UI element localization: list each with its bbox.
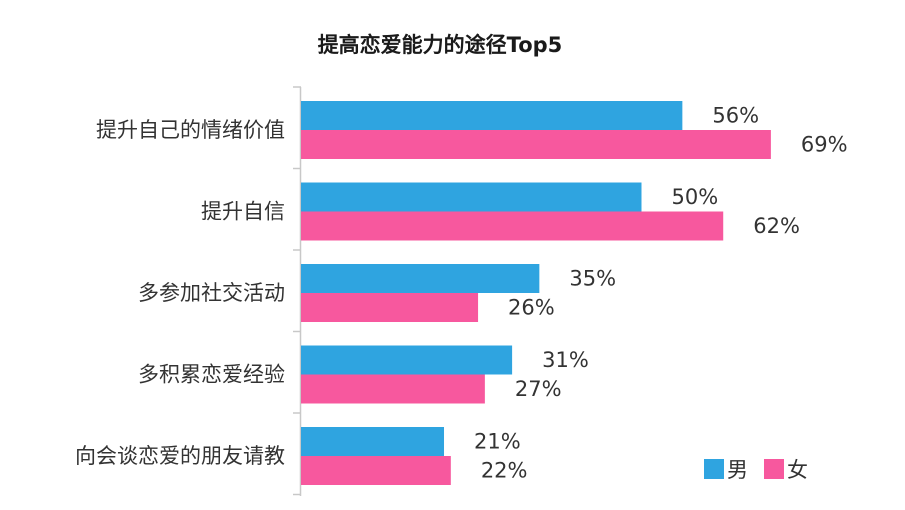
data-label: 69% xyxy=(801,133,848,157)
bar-female xyxy=(301,374,485,404)
bar-male xyxy=(301,101,683,130)
data-label: 56% xyxy=(712,104,759,128)
legend-swatch xyxy=(764,459,784,479)
y-axis xyxy=(293,86,302,496)
legend: 男女 xyxy=(704,458,808,482)
data-label: 21% xyxy=(474,430,521,454)
bar-female xyxy=(301,130,771,159)
bar-male xyxy=(301,345,513,375)
category-label: 提升自信 xyxy=(201,200,285,224)
bar-male xyxy=(301,182,642,212)
category-label: 多积累恋爱经验 xyxy=(138,363,285,387)
legend-swatch xyxy=(704,459,724,479)
category-label: 提升自己的情绪价值 xyxy=(96,118,285,142)
data-label: 27% xyxy=(515,377,562,401)
category-label: 向会谈恋爱的朋友请教 xyxy=(75,444,285,468)
value-labels-group: 56% 69% 50% 62% 35% 26% 31% 27% 21% 22% xyxy=(474,104,848,483)
data-label: 31% xyxy=(542,348,589,372)
bar-male xyxy=(301,264,540,293)
data-label: 62% xyxy=(753,214,800,238)
bars-group xyxy=(301,101,771,485)
bar-female xyxy=(301,211,724,241)
bar-female xyxy=(301,456,451,485)
data-label: 26% xyxy=(508,296,555,320)
data-label: 50% xyxy=(672,185,719,209)
legend-label: 男 xyxy=(727,458,748,482)
bar-male xyxy=(301,427,445,456)
data-label: 22% xyxy=(481,459,528,483)
chart-title: 提高恋爱能力的途径Top5 xyxy=(318,33,563,57)
legend-label: 女 xyxy=(787,458,808,482)
data-label: 35% xyxy=(569,267,616,291)
category-label: 多参加社交活动 xyxy=(138,281,285,305)
bar-female xyxy=(301,293,479,322)
